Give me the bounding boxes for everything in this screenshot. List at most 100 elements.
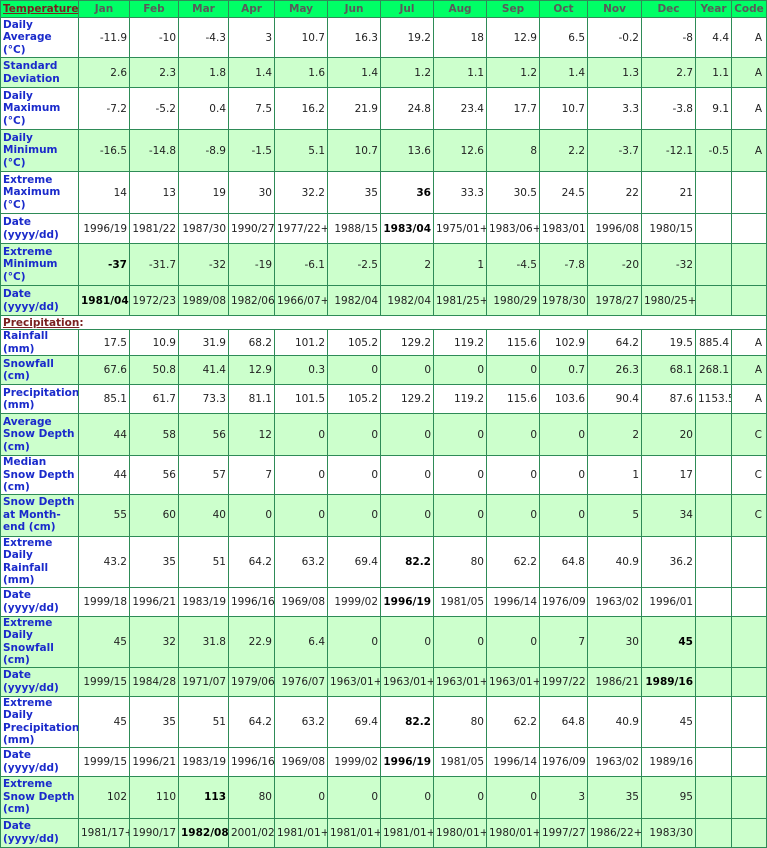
code-cell	[731, 171, 767, 214]
value-cell: 18	[433, 17, 487, 58]
value-cell: 1963/01+	[433, 666, 487, 697]
row-label: Extreme Maximum (°C)	[0, 171, 79, 214]
value-cell: 85.1	[78, 384, 130, 414]
value-cell: 1996/19	[78, 213, 130, 244]
value-cell: 21	[641, 171, 696, 214]
value-cell: -3.7	[587, 129, 642, 172]
value-cell: -37	[78, 243, 130, 286]
value-cell: 19.2	[380, 17, 434, 58]
code-cell	[731, 775, 767, 819]
value-cell: 0	[539, 413, 588, 456]
data-row: Precipitation (mm) 85.1 61.7 73.3 81.1 101.5 1…	[0, 384, 767, 414]
value-cell: 1983/30	[641, 817, 696, 848]
code-cell: A	[731, 355, 767, 385]
value-cell: -19	[228, 243, 275, 286]
data-row: Extreme Maximum (°C) 14 13 19 30 32.2 35 36 33.3…	[0, 171, 767, 214]
value-cell: 1963/01+	[486, 666, 540, 697]
value-cell: 110	[129, 775, 179, 819]
value-cell: 1978/27	[587, 285, 642, 316]
value-cell: -20	[587, 243, 642, 286]
code-cell	[731, 695, 767, 748]
value-cell: 45	[641, 695, 696, 748]
value-cell: 1980/01+	[486, 817, 540, 848]
code-cell: A	[731, 57, 767, 88]
value-cell: 36	[380, 171, 434, 214]
value-cell: 0.3	[274, 355, 328, 385]
data-row: Date (yyyy/dd) 1999/15 1996/21 1983/19 1996/…	[0, 746, 767, 777]
value-cell: 1981/22	[129, 213, 179, 244]
code-cell	[731, 746, 767, 777]
year-cell: 4.4	[695, 17, 732, 58]
value-cell: 1972/23	[129, 285, 179, 316]
value-cell: 40.9	[587, 535, 642, 588]
data-row: Date (yyyy/dd) 1999/15 1984/28 1971/07 1979/…	[0, 666, 767, 697]
row-label: Date (yyyy/dd)	[0, 586, 79, 617]
year-cell	[695, 171, 732, 214]
year-cell	[695, 413, 732, 456]
month-header: Oct	[539, 0, 588, 18]
precipitation-section-row: Precipitation:	[0, 315, 767, 330]
value-cell: 1982/08	[178, 817, 229, 848]
value-cell: 35	[587, 775, 642, 819]
value-cell: 1987/30	[178, 213, 229, 244]
row-label: Median Snow Depth (cm)	[0, 455, 79, 495]
value-cell: 41.4	[178, 355, 229, 385]
value-cell: 80	[433, 695, 487, 748]
data-row: Daily Average (°C) -11.9 -10 -4.3 3 10.7 16.3 1…	[0, 17, 767, 58]
value-cell: 2	[380, 243, 434, 286]
value-cell: 1.4	[327, 57, 381, 88]
code-cell	[731, 285, 767, 316]
value-cell: 2.6	[78, 57, 130, 88]
value-cell: 1963/02	[587, 746, 642, 777]
value-cell: 30	[228, 171, 275, 214]
value-cell: 0	[380, 615, 434, 668]
value-cell: 0	[380, 493, 434, 537]
value-cell: -5.2	[129, 87, 179, 130]
value-cell: 0	[486, 615, 540, 668]
year-cell	[695, 285, 732, 316]
value-cell: 1963/02	[587, 586, 642, 617]
precipitation-rows: Rainfall (mm) 17.5 10.9 31.9 68.2 101.2 105.2 1…	[0, 329, 767, 848]
value-cell: 1	[433, 243, 487, 286]
value-cell: 1996/19	[380, 746, 434, 777]
value-cell: 2.7	[641, 57, 696, 88]
data-row: Daily Minimum (°C) -16.5 -14.8 -8.9 -1.5 5.1 1…	[0, 129, 767, 172]
value-cell: 1996/01	[641, 586, 696, 617]
month-header: Mar	[178, 0, 229, 18]
month-header: Feb	[129, 0, 179, 18]
value-cell: 56	[129, 455, 179, 495]
value-cell: 24.5	[539, 171, 588, 214]
value-cell: 1963/01+	[327, 666, 381, 697]
value-cell: 21.9	[327, 87, 381, 130]
value-cell: 16.2	[274, 87, 328, 130]
value-cell: 0	[228, 493, 275, 537]
value-cell: 1	[587, 455, 642, 495]
value-cell: 62.2	[486, 695, 540, 748]
value-cell: 1996/16	[228, 586, 275, 617]
data-row: Snow Depth at Month-end (cm) 55 60 40 0 0 0 0 0 0…	[0, 493, 767, 537]
value-cell: 45	[78, 695, 130, 748]
row-label: Average Snow Depth (cm)	[0, 413, 79, 456]
value-cell: 1988/15	[327, 213, 381, 244]
code-cell: A	[731, 329, 767, 356]
value-cell: 1996/19	[380, 586, 434, 617]
value-cell: 102.9	[539, 329, 588, 356]
value-cell: 73.3	[178, 384, 229, 414]
precipitation-section-label: Precipitation	[3, 316, 80, 329]
value-cell: 113	[178, 775, 229, 819]
value-cell: 1982/06	[228, 285, 275, 316]
value-cell: 0	[327, 775, 381, 819]
value-cell: 22.9	[228, 615, 275, 668]
value-cell: 61.7	[129, 384, 179, 414]
value-cell: 69.4	[327, 535, 381, 588]
value-cell: -0.2	[587, 17, 642, 58]
row-label: Date (yyyy/dd)	[0, 817, 79, 848]
data-row: Rainfall (mm) 17.5 10.9 31.9 68.2 101.2 105.2 1…	[0, 329, 767, 356]
value-cell: 35	[129, 695, 179, 748]
row-label: Extreme Minimum (°C)	[0, 243, 79, 286]
value-cell: 0	[380, 775, 434, 819]
value-cell: -8	[641, 17, 696, 58]
value-cell: -4.5	[486, 243, 540, 286]
value-cell: 1996/08	[587, 213, 642, 244]
value-cell: 31.9	[178, 329, 229, 356]
